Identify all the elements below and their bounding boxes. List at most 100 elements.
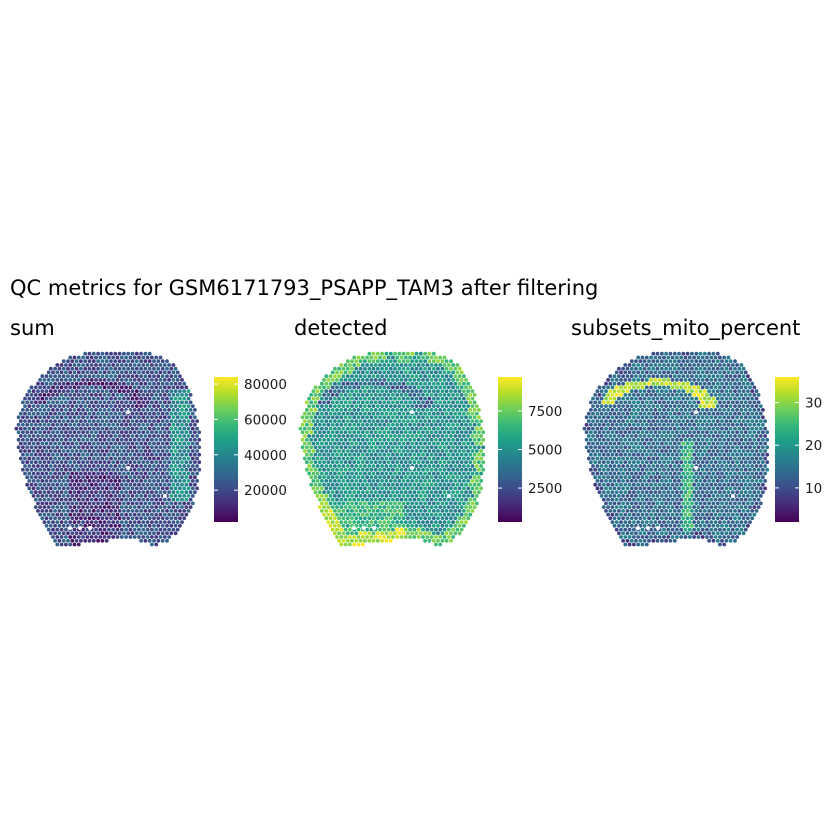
- spot: [193, 460, 197, 465]
- spot: [40, 411, 45, 416]
- spot: [481, 452, 486, 457]
- spot: [107, 393, 111, 397]
- spot: [152, 494, 156, 498]
- spot: [36, 426, 40, 431]
- spot: [718, 460, 722, 465]
- spot: [328, 419, 333, 423]
- spot: [305, 430, 309, 435]
- spot: [46, 482, 51, 487]
- spot: [343, 393, 348, 397]
- spot: [175, 378, 180, 382]
- spot: [675, 370, 679, 375]
- spot: [178, 471, 182, 476]
- spot: [403, 355, 408, 360]
- spot: [464, 408, 468, 412]
- spot: [158, 520, 163, 524]
- spot: [14, 426, 19, 431]
- spot: [139, 426, 144, 431]
- spot: [111, 467, 116, 472]
- spot: [679, 430, 684, 435]
- spot: [79, 411, 83, 416]
- spot: [341, 434, 346, 438]
- spot: [85, 400, 90, 405]
- spot: [444, 434, 449, 438]
- spot: [595, 449, 600, 453]
- spot: [61, 538, 66, 543]
- spot: [391, 437, 395, 442]
- spot: [44, 456, 49, 461]
- spot: [72, 512, 77, 517]
- spot: [156, 456, 161, 461]
- spot: [711, 456, 716, 461]
- spot: [143, 389, 148, 394]
- spot: [328, 449, 333, 453]
- spot: [27, 404, 32, 408]
- spot: [735, 445, 739, 450]
- spot: [328, 404, 333, 408]
- spot: [180, 475, 184, 480]
- spot: [317, 400, 322, 405]
- spot: [81, 527, 85, 532]
- spot: [446, 475, 451, 480]
- spot: [453, 516, 458, 521]
- spot: [722, 415, 727, 420]
- spot: [608, 381, 613, 386]
- spot: [423, 509, 427, 513]
- spot: [117, 456, 122, 461]
- spot: [436, 366, 440, 371]
- spot: [33, 385, 38, 390]
- spot: [636, 422, 641, 427]
- spot: [382, 437, 387, 442]
- spot: [98, 378, 103, 382]
- spot: [61, 441, 66, 446]
- spot: [687, 415, 692, 420]
- spot: [111, 452, 116, 457]
- spot: [59, 437, 64, 442]
- spot: [722, 385, 727, 390]
- spot: [333, 516, 337, 521]
- spot: [412, 445, 417, 450]
- spot: [675, 467, 679, 472]
- spot: [33, 460, 38, 465]
- spot: [57, 404, 62, 408]
- spot: [672, 381, 677, 386]
- spot: [158, 475, 163, 480]
- spot: [728, 456, 733, 461]
- spot: [132, 385, 137, 390]
- spot: [143, 471, 148, 476]
- spot: [70, 501, 75, 506]
- spot: [386, 475, 391, 480]
- spot: [756, 415, 761, 420]
- spot: [666, 467, 671, 472]
- spot: [173, 389, 178, 394]
- spot: [451, 370, 455, 375]
- spot: [365, 385, 369, 390]
- spot: [48, 471, 53, 476]
- spot: [165, 509, 169, 513]
- spot: [111, 393, 116, 397]
- spot: [335, 520, 339, 524]
- spot: [134, 441, 139, 446]
- spot: [117, 366, 122, 371]
- spot: [416, 363, 421, 367]
- panel-title-detected: detected: [294, 316, 388, 340]
- spot: [472, 422, 477, 427]
- spot: [38, 445, 42, 450]
- spot: [94, 437, 98, 442]
- spot: [724, 456, 729, 461]
- spot: [182, 464, 187, 468]
- spot: [593, 393, 598, 397]
- spot: [64, 445, 68, 450]
- spot: [470, 441, 475, 446]
- spot: [337, 449, 341, 453]
- spot: [401, 441, 406, 446]
- spot: [38, 437, 42, 442]
- spot: [690, 389, 694, 394]
- spot: [87, 366, 92, 371]
- spot: [720, 381, 724, 386]
- spot: [87, 501, 92, 506]
- spot: [61, 449, 66, 453]
- spot: [356, 408, 361, 412]
- spot: [395, 520, 400, 524]
- spot: [397, 501, 402, 506]
